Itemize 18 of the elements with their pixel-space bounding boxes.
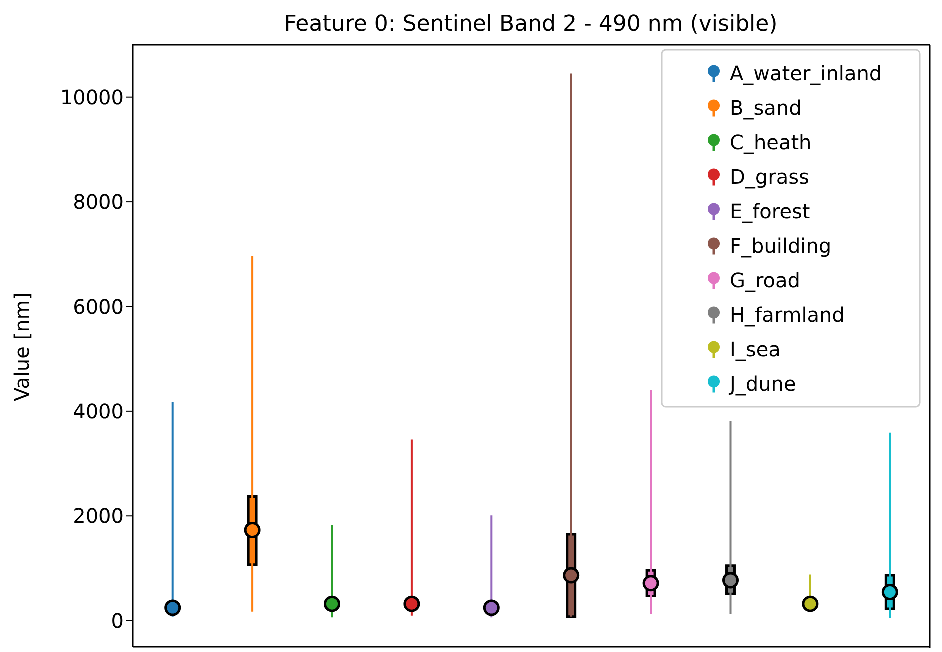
legend-label: B_sand: [730, 96, 802, 120]
y-tick-label: 4000: [73, 400, 124, 424]
legend-label: H_farmland: [730, 302, 845, 327]
legend-label: D_grass: [730, 164, 810, 189]
y-tick-label: 8000: [73, 190, 124, 214]
chart-title: Feature 0: Sentinel Band 2 - 490 nm (visible): [283, 12, 779, 37]
y-tick-label: 10000: [60, 85, 124, 110]
legend-label: C_heath: [730, 130, 812, 154]
legend-label: I_sea: [730, 337, 781, 362]
y-tick-label: 0: [111, 608, 124, 633]
y-axis-title: Value [nm]: [10, 292, 34, 402]
legend-label: F_building: [730, 234, 832, 258]
legend-label: A_water_inland: [730, 61, 882, 86]
y-tick-label: 6000: [73, 294, 124, 319]
legend-label: G_road: [730, 268, 800, 292]
legend-label: E_forest: [730, 199, 810, 224]
y-tick-label: 2000: [73, 504, 124, 528]
legend-label: J_dune: [728, 372, 796, 396]
